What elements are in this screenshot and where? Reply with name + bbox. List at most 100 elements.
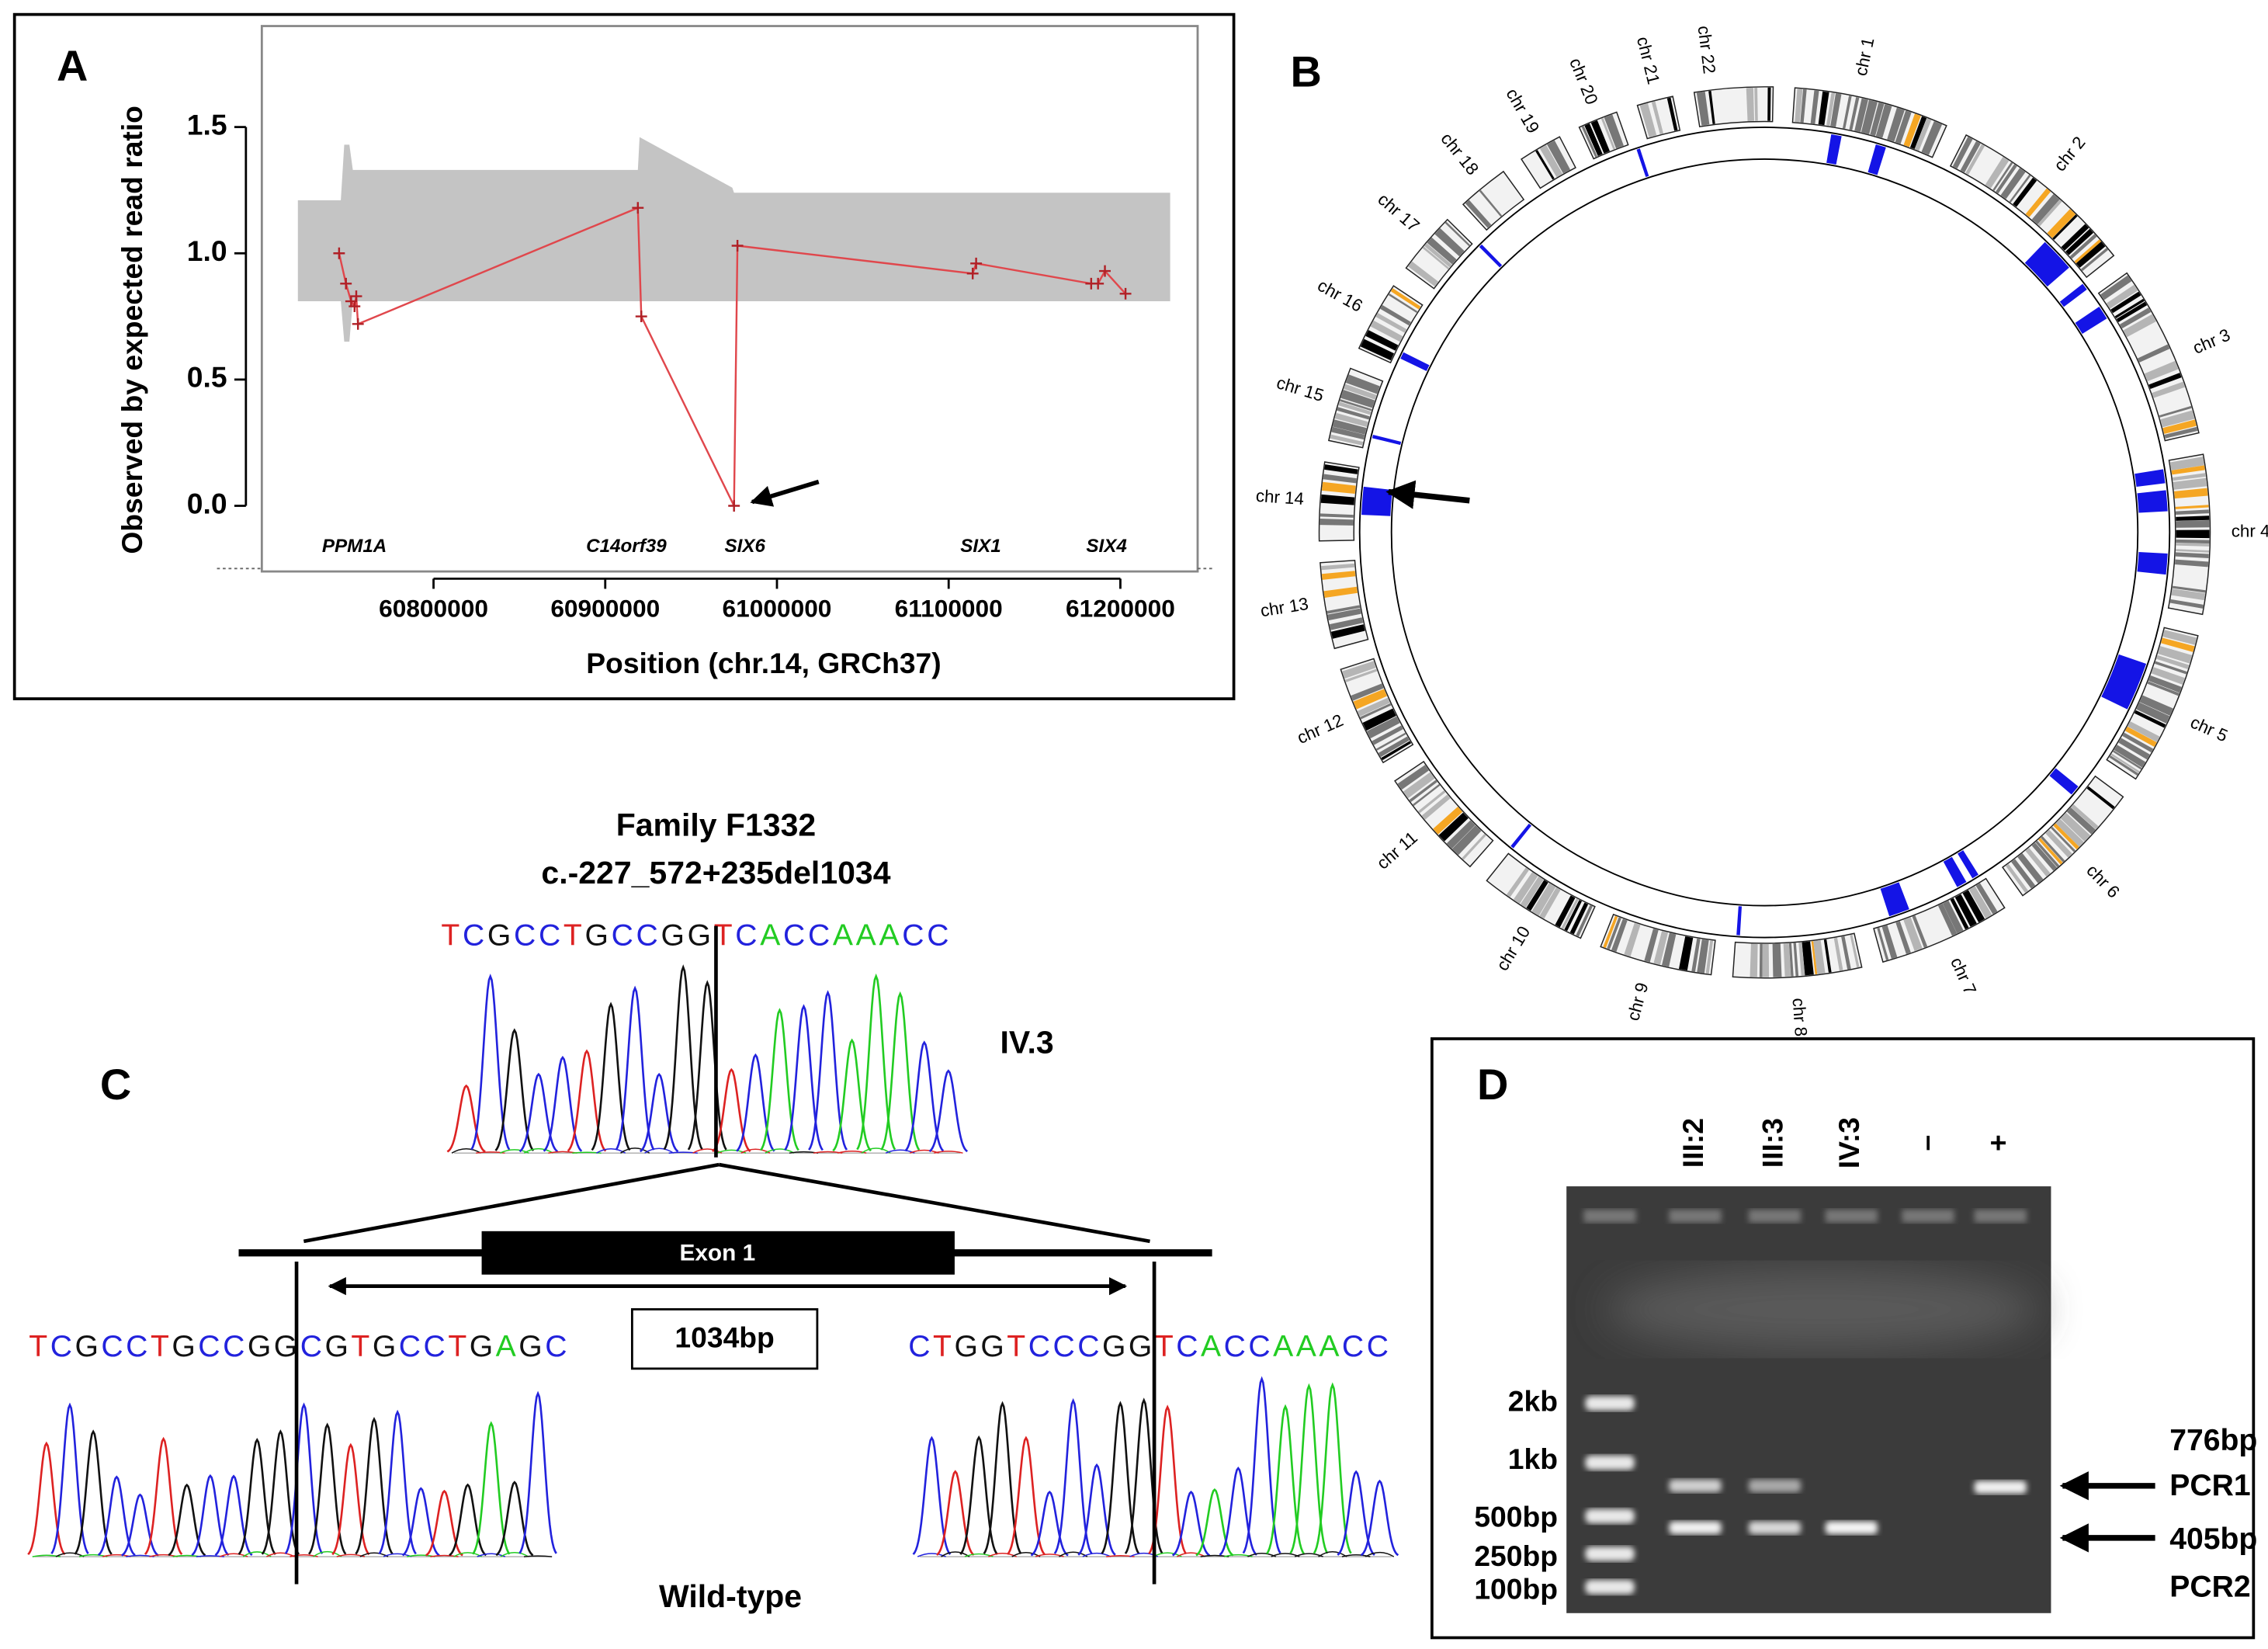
ideogram-band — [1750, 943, 1758, 977]
base: C — [126, 1330, 147, 1363]
exon-box — [481, 1231, 955, 1275]
chromosome-label: chr 11 — [1373, 828, 1421, 873]
trace-noise — [1318, 1550, 1347, 1557]
ideogram-band — [2113, 750, 2142, 770]
ideogram-band — [2055, 818, 2084, 847]
base: G — [325, 1330, 349, 1363]
ideogram-band — [1985, 156, 2010, 189]
trace-peak — [543, 1055, 583, 1152]
cnv-mark — [1880, 882, 1909, 917]
ideogram-band — [2175, 509, 2209, 516]
lane-label: – — [1909, 1135, 1942, 1151]
confidence-band — [297, 137, 1170, 342]
trace-peak — [959, 1435, 998, 1555]
chromosome-label: chr 13 — [1259, 594, 1309, 620]
ideogram-band — [2124, 726, 2157, 747]
ideogram-band — [1662, 932, 1677, 967]
ideogram-band — [2076, 241, 2106, 268]
ideogram-band — [1338, 401, 1372, 415]
base: C — [927, 919, 948, 953]
base: A — [496, 1330, 517, 1363]
ideogram-band — [2176, 539, 2210, 544]
trace-noise — [572, 1151, 602, 1154]
ideogram-band — [1823, 939, 1832, 973]
ideogram-band — [2176, 516, 2210, 521]
base: G — [487, 919, 511, 953]
ideogram-band — [1826, 92, 1836, 127]
trace-peak — [1289, 1383, 1329, 1554]
base: G — [584, 919, 608, 953]
trace-noise — [668, 1151, 698, 1154]
trace-peak — [1171, 1490, 1211, 1557]
x-tick-label: 60800000 — [379, 595, 488, 623]
trace-noise — [476, 1151, 505, 1154]
well — [1669, 1209, 1722, 1223]
ideogram-band — [2109, 755, 2139, 776]
ideogram-band — [2128, 721, 2160, 742]
panel-label: B — [1291, 47, 1322, 96]
trace-noise — [523, 1555, 553, 1557]
point — [349, 300, 361, 313]
ideogram-band — [2047, 209, 2076, 238]
ideogram-band — [2061, 224, 2089, 251]
ideogram-band — [1895, 921, 1911, 954]
ideogram-band — [2045, 829, 2072, 858]
trace-peak — [27, 1441, 66, 1556]
ideogram-band — [1962, 890, 1985, 923]
trace-peak — [214, 1474, 253, 1557]
cnv-mark — [1958, 850, 1978, 879]
cnv-mark — [2101, 654, 2147, 710]
ideogram-band — [1600, 117, 1616, 150]
ideogram-band — [1813, 939, 1826, 974]
ideogram-band — [2069, 234, 2097, 259]
ideogram-band — [1903, 113, 1921, 148]
ideogram-band — [2106, 284, 2138, 309]
ideogram-band — [2155, 654, 2190, 669]
ideogram-band — [1992, 161, 2013, 191]
point — [340, 277, 352, 290]
base: C — [198, 1330, 220, 1363]
base: T — [714, 919, 733, 953]
ideogram — [2002, 775, 2124, 897]
cnv-mark — [2134, 469, 2166, 487]
ideogram-band — [1877, 927, 1889, 960]
ladder-label: 250bp — [1474, 1540, 1558, 1572]
base: C — [1248, 1330, 1270, 1363]
cnv-mark — [1867, 144, 1886, 175]
cnv-mark — [2059, 283, 2087, 307]
ideogram-band — [2171, 588, 2206, 601]
ideogram-band — [1320, 519, 1354, 526]
ladder-band — [1585, 1547, 1635, 1561]
base: G — [661, 919, 684, 953]
ideogram-band — [1378, 736, 1410, 758]
ideogram-band — [2147, 681, 2180, 696]
base: T — [441, 919, 459, 953]
ideogram-band — [1903, 917, 1923, 952]
gel-band — [1669, 1479, 1722, 1493]
chromosome-label: chr 19 — [1502, 85, 1543, 137]
ideogram-band — [1479, 189, 1503, 217]
ideogram-band — [1772, 943, 1782, 977]
ideogram-band — [1365, 330, 1399, 351]
trace-peak — [355, 1416, 394, 1555]
cnv-mark — [1826, 134, 1842, 165]
ideogram-band — [1462, 833, 1486, 860]
ladder-band — [1585, 1579, 1635, 1595]
base: C — [612, 919, 633, 953]
ideogram-band — [1564, 900, 1583, 932]
point — [1099, 265, 1111, 277]
base: G — [1102, 1330, 1125, 1363]
family-label: Family F1332 — [616, 807, 816, 843]
gel-band — [1669, 1521, 1722, 1535]
ideogram-band — [2074, 239, 2102, 264]
ladder-label: 2kb — [1508, 1384, 1558, 1417]
ideogram-band — [1952, 137, 1973, 169]
trace-peak — [760, 1008, 799, 1151]
ideogram-band — [1344, 384, 1377, 400]
base: A — [856, 919, 877, 953]
ideogram-band — [1397, 765, 1429, 790]
ideogram-band — [1327, 608, 1361, 621]
ideogram-band — [1381, 741, 1412, 761]
